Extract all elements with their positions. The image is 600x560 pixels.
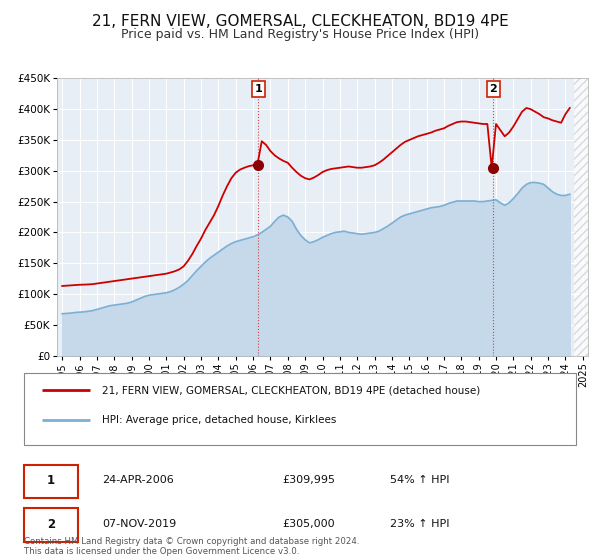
Text: 2: 2 (47, 517, 55, 531)
Text: 07-NOV-2019: 07-NOV-2019 (102, 519, 176, 529)
Text: £305,000: £305,000 (282, 519, 335, 529)
Text: 2: 2 (490, 84, 497, 94)
Text: 24-APR-2006: 24-APR-2006 (102, 475, 174, 486)
Text: 21, FERN VIEW, GOMERSAL, CLECKHEATON, BD19 4PE (detached house): 21, FERN VIEW, GOMERSAL, CLECKHEATON, BD… (102, 385, 480, 395)
FancyBboxPatch shape (24, 373, 576, 445)
FancyBboxPatch shape (24, 465, 78, 498)
Text: £309,995: £309,995 (282, 475, 335, 486)
Text: Price paid vs. HM Land Registry's House Price Index (HPI): Price paid vs. HM Land Registry's House … (121, 28, 479, 41)
Text: Contains HM Land Registry data © Crown copyright and database right 2024.
This d: Contains HM Land Registry data © Crown c… (24, 536, 359, 556)
Text: 1: 1 (254, 84, 262, 94)
Text: 1: 1 (47, 474, 55, 487)
Text: 54% ↑ HPI: 54% ↑ HPI (390, 475, 449, 486)
Text: 21, FERN VIEW, GOMERSAL, CLECKHEATON, BD19 4PE: 21, FERN VIEW, GOMERSAL, CLECKHEATON, BD… (92, 14, 508, 29)
FancyBboxPatch shape (24, 508, 78, 542)
Text: 23% ↑ HPI: 23% ↑ HPI (390, 519, 449, 529)
Text: HPI: Average price, detached house, Kirklees: HPI: Average price, detached house, Kirk… (102, 415, 337, 425)
